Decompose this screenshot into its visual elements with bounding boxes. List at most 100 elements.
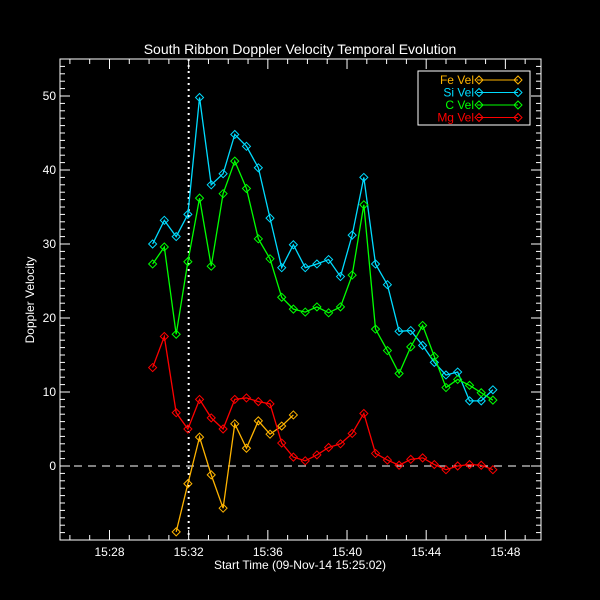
si-vel-point: [230, 129, 240, 140]
mg-vel-point: [206, 413, 216, 423]
mg-vel-line: [152, 333, 494, 471]
c-vel-point: [429, 351, 440, 362]
si-vel-point: [335, 271, 346, 282]
c-vel-point: [323, 308, 334, 318]
si-vel-point: [312, 259, 322, 269]
mg-vel-point: [288, 452, 299, 462]
c-vel-point: [406, 342, 416, 352]
si-vel-point: [488, 385, 498, 395]
mg-vel-point: [323, 442, 334, 453]
si-vel-point: [147, 239, 158, 249]
mg-vel-point: [265, 399, 275, 409]
mg-vel-point: [300, 456, 310, 466]
si-vel-point: [206, 180, 216, 190]
legend-box: [417, 70, 531, 126]
fe-vel-point: [288, 410, 299, 420]
si-vel-point: [441, 370, 451, 380]
y-tick-label: 10: [43, 385, 57, 399]
c-vel-point: [183, 257, 193, 267]
si-vel-point: [359, 172, 369, 183]
c-vel-point: [347, 270, 357, 280]
c-vel-point: [276, 292, 287, 302]
x-tick-label: 15:44: [411, 545, 441, 559]
mg-vel-point: [464, 459, 475, 470]
legend-marker-fe-vel: [474, 75, 484, 85]
chart-title: South Ribbon Doppler Velocity Temporal E…: [144, 41, 457, 57]
mg-vel-point: [417, 453, 428, 463]
mg-vel-point: [276, 438, 287, 448]
x-tick-label: 15:36: [253, 545, 283, 559]
si-vel-point: [382, 279, 393, 290]
c-vel-point: [194, 193, 205, 203]
si-vel-point: [253, 163, 264, 173]
mg-vel-point: [241, 393, 252, 403]
c-vel-point: [312, 302, 322, 312]
c-vel-point: [394, 368, 404, 379]
x-tick-label: 15:28: [94, 545, 124, 559]
c-vel-point: [335, 302, 346, 312]
c-vel-point: [359, 200, 369, 210]
plot-frame: [59, 58, 542, 541]
c-vel-point: [417, 320, 428, 331]
series-marks: [147, 92, 498, 537]
legend-marker-fe-vel: [513, 75, 523, 85]
series-mg-vel: [147, 331, 498, 475]
c-vel-point: [218, 188, 228, 199]
mg-vel-point: [312, 450, 322, 460]
fe-vel-point: [171, 527, 181, 537]
legend-marker-mg-vel: [513, 112, 523, 123]
series-si-vel: [147, 92, 498, 406]
legend-label-si-vel: Si Vel: [443, 86, 474, 100]
si-vel-point: [171, 231, 181, 242]
c-vel-point: [253, 234, 264, 244]
si-vel-line: [152, 97, 494, 402]
mg-vel-point: [347, 428, 357, 439]
mg-vel-point: [230, 394, 240, 405]
x-tick-label: 15:40: [332, 545, 362, 559]
mg-vel-point: [370, 448, 381, 459]
legend-marker-c-vel: [513, 100, 523, 110]
mg-vel-point: [335, 439, 346, 449]
si-vel-point: [183, 209, 193, 220]
si-vel-point: [347, 230, 357, 240]
fe-vel-point: [194, 432, 205, 442]
fe-vel-line: [175, 414, 294, 533]
fe-vel-point: [218, 503, 228, 513]
c-vel-point: [370, 324, 381, 334]
legend-marker-c-vel: [474, 100, 484, 110]
legend-label-mg-vel: Mg Vel: [437, 111, 474, 125]
mg-vel-point: [441, 464, 451, 475]
mg-vel-point: [218, 424, 228, 434]
mg-vel-point: [476, 460, 486, 470]
fe-vel-point: [183, 479, 193, 489]
c-vel-point: [382, 345, 393, 356]
si-vel-point: [464, 396, 475, 406]
si-vel-point: [288, 240, 299, 250]
si-vel-point: [406, 325, 416, 336]
mg-vel-point: [452, 461, 463, 471]
si-vel-point: [194, 92, 205, 103]
c-vel-point: [230, 156, 240, 166]
mg-vel-point: [194, 394, 205, 405]
mg-vel-point: [359, 408, 369, 419]
y-tick-label: 30: [43, 237, 57, 251]
mg-vel-point: [253, 396, 264, 407]
c-vel-line: [152, 159, 494, 401]
si-vel-point: [394, 326, 404, 337]
si-vel-point: [300, 262, 310, 273]
fe-vel-point: [265, 429, 275, 439]
si-vel-point: [370, 259, 381, 269]
fe-vel-point: [253, 416, 264, 426]
fe-vel-point: [241, 443, 252, 453]
si-vel-point: [276, 262, 287, 273]
mg-vel-point: [406, 454, 416, 465]
fe-vel-point: [230, 419, 240, 429]
mg-vel-point: [488, 464, 498, 475]
c-vel-point: [488, 395, 498, 405]
mg-vel-point: [183, 424, 193, 434]
y-tick-label: 0: [49, 459, 56, 473]
c-vel-point: [159, 242, 170, 252]
fe-vel-point: [206, 470, 216, 480]
